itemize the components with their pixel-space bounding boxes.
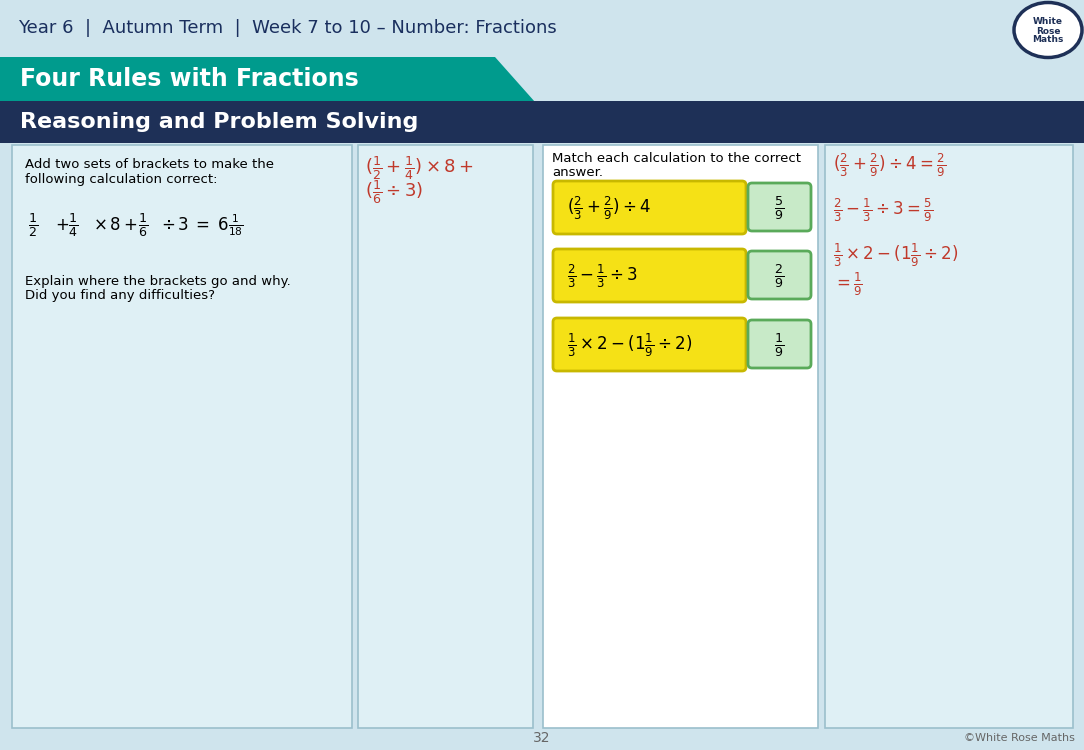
FancyBboxPatch shape — [553, 249, 746, 302]
Text: Explain where the brackets go and why.: Explain where the brackets go and why. — [25, 275, 291, 289]
Text: Rose: Rose — [1035, 26, 1060, 35]
Bar — [358, 145, 533, 728]
Ellipse shape — [1014, 2, 1082, 58]
Text: $\times\, 8 +$: $\times\, 8 +$ — [93, 216, 138, 234]
FancyBboxPatch shape — [748, 183, 811, 231]
Text: $(\frac{2}{3}+\frac{2}{9})\div 4$: $(\frac{2}{3}+\frac{2}{9})\div 4$ — [567, 194, 651, 222]
FancyBboxPatch shape — [553, 181, 746, 234]
Text: $\frac{2}{9}$: $\frac{2}{9}$ — [774, 262, 784, 290]
Text: following calculation correct:: following calculation correct: — [25, 172, 218, 185]
Bar — [543, 145, 818, 728]
Text: $\frac{2}{3}-\frac{1}{3}\div 3=\frac{5}{9}$: $\frac{2}{3}-\frac{1}{3}\div 3=\frac{5}{… — [833, 196, 933, 223]
Text: ©White Rose Maths: ©White Rose Maths — [964, 733, 1075, 743]
FancyBboxPatch shape — [748, 251, 811, 299]
Text: White: White — [1033, 17, 1063, 26]
Text: Did you find any difficulties?: Did you find any difficulties? — [25, 290, 215, 302]
Text: $(\frac{2}{3}+\frac{2}{9})\div 4=\frac{2}{9}$: $(\frac{2}{3}+\frac{2}{9})\div 4=\frac{2… — [833, 152, 946, 178]
Bar — [0, 101, 1084, 143]
Text: answer.: answer. — [552, 166, 603, 179]
Text: $\frac{1}{3}\times 2-(1\frac{1}{9}\div 2)$: $\frac{1}{3}\times 2-(1\frac{1}{9}\div 2… — [833, 242, 958, 268]
Text: $+$: $+$ — [55, 216, 69, 234]
Text: $(\frac{1}{6}\div 3)$: $(\frac{1}{6}\div 3)$ — [365, 178, 423, 206]
Text: $\frac{1}{18}$: $\frac{1}{18}$ — [228, 212, 244, 238]
Bar — [825, 145, 1073, 728]
Bar — [12, 145, 352, 728]
Text: Add two sets of brackets to make the: Add two sets of brackets to make the — [25, 158, 274, 172]
Text: Reasoning and Problem Solving: Reasoning and Problem Solving — [20, 112, 418, 132]
Text: $\frac{1}{6}$: $\frac{1}{6}$ — [138, 211, 149, 239]
Polygon shape — [0, 57, 535, 102]
Text: $\frac{1}{4}$: $\frac{1}{4}$ — [68, 211, 78, 239]
FancyBboxPatch shape — [748, 320, 811, 368]
Text: $\frac{2}{3}-\frac{1}{3}\div 3$: $\frac{2}{3}-\frac{1}{3}\div 3$ — [567, 262, 638, 290]
Text: $(\frac{1}{2}+\frac{1}{4})\times 8+$: $(\frac{1}{2}+\frac{1}{4})\times 8+$ — [365, 154, 474, 182]
Text: $\frac{1}{9}$: $\frac{1}{9}$ — [774, 331, 784, 359]
Text: Maths: Maths — [1032, 35, 1063, 44]
Text: $\frac{5}{9}$: $\frac{5}{9}$ — [774, 194, 784, 222]
Text: $=\frac{1}{9}$: $=\frac{1}{9}$ — [833, 270, 863, 298]
Text: $\frac{1}{2}$: $\frac{1}{2}$ — [28, 211, 38, 239]
Text: 32: 32 — [533, 731, 551, 745]
FancyBboxPatch shape — [553, 318, 746, 371]
Text: Match each calculation to the correct: Match each calculation to the correct — [552, 152, 801, 166]
Bar — [0, 0, 1084, 55]
Text: $\frac{1}{3}\times 2-(1\frac{1}{9}\div 2)$: $\frac{1}{3}\times 2-(1\frac{1}{9}\div 2… — [567, 332, 693, 358]
Text: $\div\, 3\; =\; 6$: $\div\, 3\; =\; 6$ — [162, 216, 229, 234]
Text: Four Rules with Fractions: Four Rules with Fractions — [20, 67, 359, 91]
Text: Year 6  |  Autumn Term  |  Week 7 to 10 – Number: Fractions: Year 6 | Autumn Term | Week 7 to 10 – Nu… — [18, 19, 557, 37]
